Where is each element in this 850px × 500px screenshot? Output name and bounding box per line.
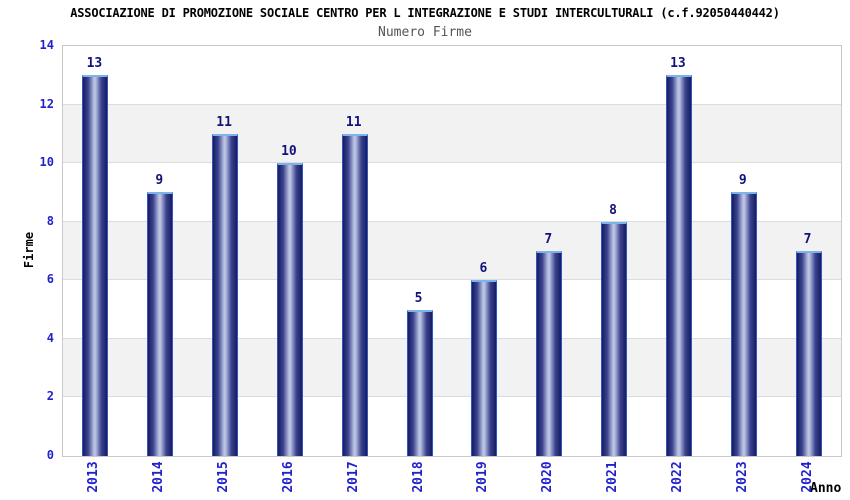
bg-band: [63, 221, 841, 281]
chart-subtitle: Numero Firme: [378, 25, 472, 40]
bar: [601, 221, 628, 456]
bar-value-label: 11: [216, 114, 232, 130]
x-tick-label: 2014: [151, 461, 167, 493]
bar: [406, 309, 433, 456]
y-tick-label: 8: [46, 213, 54, 228]
bar: [730, 192, 757, 456]
grid-line: [63, 103, 841, 105]
x-tick-label: 2015: [216, 461, 232, 493]
chart-title: ASSOCIAZIONE DI PROMOZIONE SOCIALE CENTR…: [70, 6, 780, 20]
bar: [665, 75, 692, 456]
x-tick-label: 2018: [410, 461, 426, 493]
bg-band: [63, 397, 841, 456]
x-tick-label: 2016: [280, 461, 296, 493]
x-tick-label: 2020: [540, 461, 556, 493]
bg-band: [63, 46, 841, 105]
bg-band: [63, 163, 841, 222]
y-tick-label: 12: [39, 96, 54, 111]
grid-line: [63, 220, 841, 222]
bg-band: [63, 104, 841, 164]
bar-value-label: 9: [738, 173, 747, 189]
y-tick-label: 0: [46, 448, 54, 462]
bar-value-label: 7: [803, 232, 812, 247]
bar: [147, 192, 174, 456]
plot-area: [62, 45, 842, 457]
bg-band: [63, 280, 841, 339]
y-tick-label: 4: [46, 330, 54, 345]
bar-value-label: 10: [281, 144, 297, 160]
bar-value-label: 13: [86, 56, 103, 72]
bar: [795, 251, 822, 456]
x-tick-label: 2024: [799, 461, 815, 493]
bar-value-label: 9: [155, 173, 164, 189]
grid-line: [63, 337, 841, 339]
grid-line: [63, 396, 841, 398]
bar-value-label: 5: [414, 290, 423, 306]
y-tick-label: 10: [39, 155, 54, 170]
grid-line: [63, 279, 841, 281]
bar-value-label: 8: [609, 202, 617, 218]
y-tick-label: 6: [46, 272, 54, 287]
bar-value-label: 13: [670, 56, 686, 72]
bar-value-label: 11: [345, 114, 362, 130]
bar: [82, 75, 109, 456]
x-axis-label: Anno: [810, 481, 842, 496]
x-tick-label: 2023: [734, 461, 750, 493]
x-tick-label: 2021: [605, 461, 621, 493]
x-tick-label: 2019: [475, 461, 491, 493]
bar: [341, 133, 368, 456]
x-tick-label: 2017: [345, 461, 361, 493]
x-tick-label: 2013: [86, 461, 102, 493]
bar-value-label: 6: [479, 261, 488, 277]
bar: [276, 163, 303, 456]
bg-band: [63, 338, 841, 398]
x-tick-label: 2022: [669, 461, 685, 493]
y-tick-label: 2: [46, 389, 54, 404]
bar: [212, 133, 239, 456]
grid-line: [63, 162, 841, 164]
bar-value-label: 7: [544, 232, 553, 247]
bar: [471, 280, 498, 456]
bar: [536, 251, 563, 456]
y-tick-label: 14: [39, 38, 54, 52]
